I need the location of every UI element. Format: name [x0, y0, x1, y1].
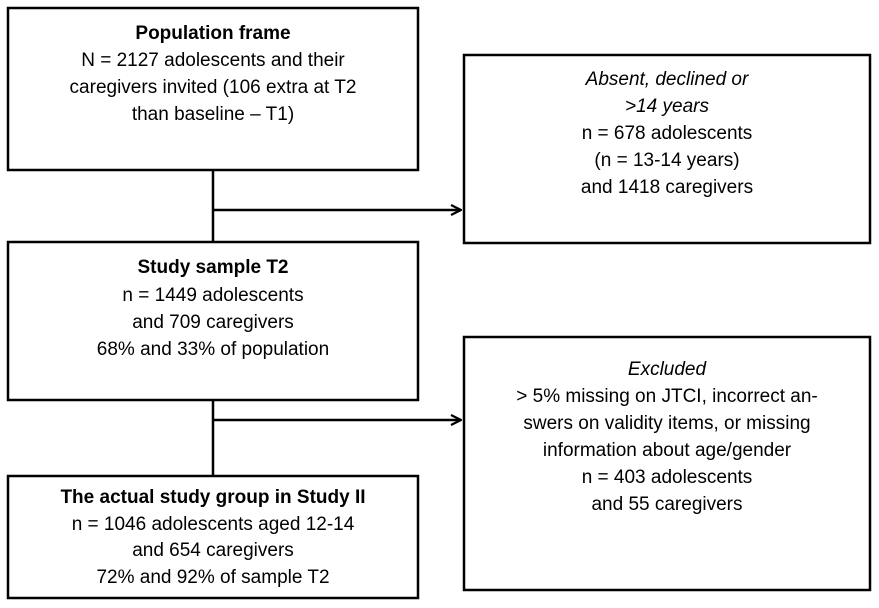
box-title: The actual study group in Study II — [60, 487, 365, 508]
box-title: >14 years — [625, 96, 709, 117]
box — [462, 335, 872, 592]
box-text: n = 1449 adolescents — [122, 285, 303, 306]
box-text: > 5% missing on JTCI, incorrect an- — [516, 386, 817, 407]
box-text: and 1418 caregivers — [581, 177, 753, 198]
box-text: and 709 caregivers — [132, 312, 294, 333]
box-text: 72% and 92% of sample T2 — [96, 567, 329, 588]
box-text: n = 678 adolescents — [582, 123, 753, 144]
box-text: swers on validity items, or missing — [523, 413, 810, 434]
box-text: caregivers invited (106 extra at T2 — [70, 77, 357, 98]
box-text: information about age/gender — [543, 440, 792, 461]
box-text: N = 2127 adolescents and their — [81, 50, 345, 71]
box-title: Excluded — [628, 359, 708, 380]
box — [6, 240, 420, 402]
box-text: 68% and 33% of population — [97, 339, 329, 360]
box-title: Study sample T2 — [138, 257, 289, 278]
box-text: and 55 caregivers — [591, 494, 742, 515]
box-title: Absent, declined or — [585, 69, 749, 90]
box-text: n = 1046 adolescents aged 12-14 — [72, 514, 355, 535]
box — [6, 474, 420, 600]
box — [6, 6, 420, 172]
box — [462, 53, 872, 245]
box-text: (n = 13-14 years) — [594, 150, 739, 171]
box-text: n = 403 adolescents — [582, 467, 753, 488]
box-title: Population frame — [135, 23, 290, 44]
box-text: than baseline – T1) — [132, 104, 294, 125]
box-text: and 654 caregivers — [132, 540, 294, 561]
